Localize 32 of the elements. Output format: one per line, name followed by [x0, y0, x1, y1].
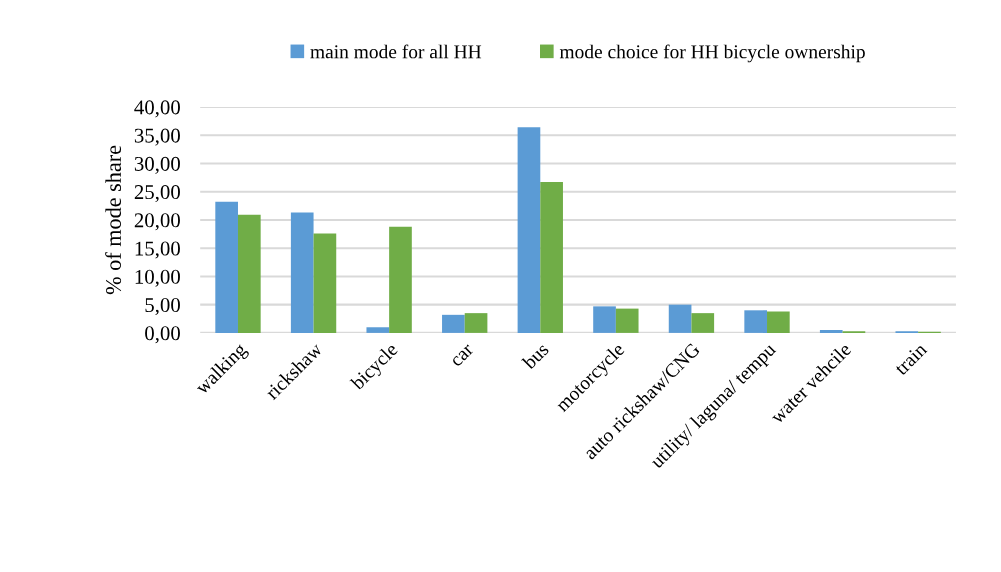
y-tick-label: 35,00	[134, 128, 180, 146]
y-tick-label: 30,00	[134, 156, 180, 174]
bar	[744, 310, 768, 333]
bar	[767, 311, 790, 333]
y-axis-title: % of mode share	[105, 145, 122, 295]
x-tick-label: train	[893, 341, 928, 376]
bar	[313, 233, 337, 333]
y-tick-label: 25,00	[134, 185, 180, 203]
legend-label: mode choice for HH bicycle ownership	[559, 44, 865, 63]
bar	[464, 313, 488, 333]
bar	[517, 127, 541, 333]
bar	[366, 327, 390, 333]
bar	[593, 306, 616, 333]
bar	[442, 314, 465, 333]
bar	[290, 212, 314, 333]
bar	[215, 201, 238, 333]
y-tick-label: 20,00	[134, 213, 180, 231]
bar	[237, 214, 261, 333]
y-tick-label: 5,00	[145, 298, 180, 316]
bar	[691, 313, 715, 333]
bar	[615, 308, 639, 333]
y-tick-label: 15,00	[135, 241, 180, 259]
y-tick-label: 10,00	[135, 269, 180, 287]
bar	[389, 226, 412, 333]
bar	[819, 330, 843, 333]
bar	[668, 304, 692, 333]
y-tick-label: 40,00	[134, 100, 180, 118]
legend-label: main mode for all HH	[310, 44, 482, 59]
x-tick-label: bus	[521, 341, 550, 371]
x-tick-label: car	[451, 344, 475, 368]
y-tick-label: 0,00	[145, 326, 180, 344]
bar	[540, 182, 563, 333]
